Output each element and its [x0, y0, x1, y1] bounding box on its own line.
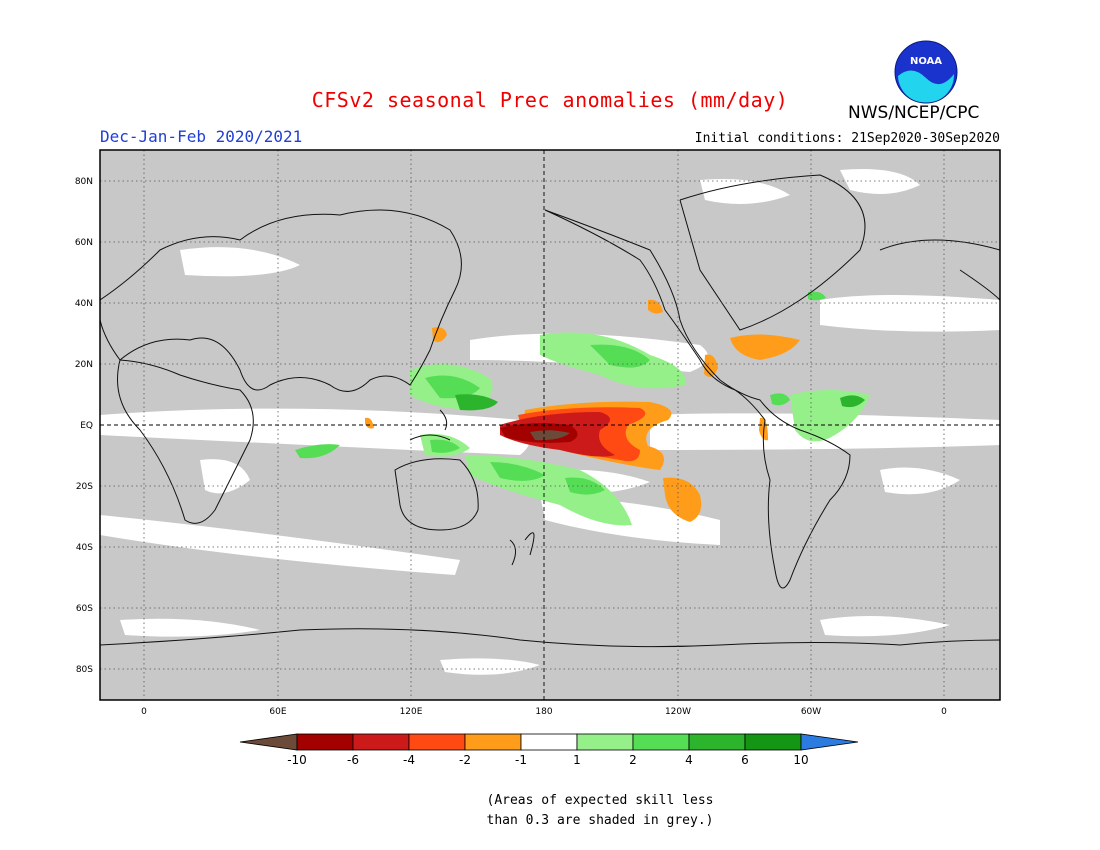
agency-label: NWS/NCEP/CPC	[848, 103, 980, 123]
colorbar-tick-label: -10	[287, 753, 307, 767]
lon-label: 0	[141, 707, 147, 717]
lon-label: 120E	[400, 707, 423, 717]
colorbar-segment	[296, 733, 354, 751]
colorbar-segment	[688, 733, 746, 751]
colorbar-tick-label: 10	[793, 753, 808, 767]
colorbar-tick-label: -6	[347, 753, 359, 767]
reference-lines	[100, 150, 1000, 700]
colorbar-segment	[408, 733, 466, 751]
lat-label: 60N	[75, 238, 93, 248]
lon-label: 120W	[665, 707, 691, 717]
anomaly-fields	[100, 169, 1000, 675]
wet-anomalies	[295, 291, 870, 526]
near-normal-regions	[100, 169, 1000, 675]
lon-label: 60W	[801, 707, 821, 717]
longitude-labels: 0 60E 120E 180 120W 60W 0	[141, 707, 947, 717]
lat-label: 20S	[76, 482, 93, 492]
lat-label: 20N	[75, 360, 93, 370]
lat-label: 40S	[76, 543, 93, 553]
initial-conditions: Initial conditions: 21Sep2020-30Sep2020	[694, 131, 1000, 146]
lon-label: 60E	[269, 707, 286, 717]
lat-label: 40N	[75, 299, 93, 309]
colorbar-segment	[632, 733, 690, 751]
colorbar-tick-label: -1	[515, 753, 527, 767]
latitude-labels: 80N 60N 40N 20N EQ 20S 40S 60S 80S	[75, 177, 93, 675]
colorbar-tick-label: 2	[629, 753, 637, 767]
svg-text:NOAA: NOAA	[910, 56, 942, 67]
skill-note-line: than 0.3 are shaded in grey.)	[486, 813, 714, 828]
colorbar-tick-label: -4	[403, 753, 415, 767]
colorbar-tick-label: 6	[741, 753, 749, 767]
colorbar-tick-label: -2	[459, 753, 471, 767]
forecast-period: Dec-Jan-Feb 2020/2021	[100, 127, 303, 146]
colorbar: -10 -6 -4 -2 -1 1 2 4 6 10	[239, 733, 859, 767]
colorbar-tick-label: 4	[685, 753, 693, 767]
skill-note: (Areas of expected skill less than 0.3 a…	[380, 791, 820, 831]
lat-label: 80S	[76, 665, 93, 675]
colorbar-segment	[744, 733, 802, 751]
colorbar-segment	[464, 733, 522, 751]
lat-label: EQ	[80, 421, 93, 431]
colorbar-segment	[352, 733, 410, 751]
map-title: CFSv2 seasonal Prec anomalies (mm/day)	[311, 88, 789, 112]
lat-label: 60S	[76, 604, 93, 614]
colorbar-tick-label: 1	[573, 753, 581, 767]
colorbar-arrow-low	[239, 733, 298, 751]
coastlines	[100, 174, 1000, 648]
colorbar-arrow-high	[800, 733, 859, 751]
skill-note-line: (Areas of expected skill less	[486, 793, 714, 808]
lat-label: 80N	[75, 177, 93, 187]
lon-label: 0	[941, 707, 947, 717]
colorbar-segment	[576, 733, 634, 751]
dry-anomalies	[365, 299, 800, 522]
colorbar-segment	[520, 733, 578, 751]
noaa-logo-icon: NOAA	[894, 40, 958, 104]
map-frame	[99, 149, 1001, 701]
lon-label: 180	[535, 707, 552, 717]
